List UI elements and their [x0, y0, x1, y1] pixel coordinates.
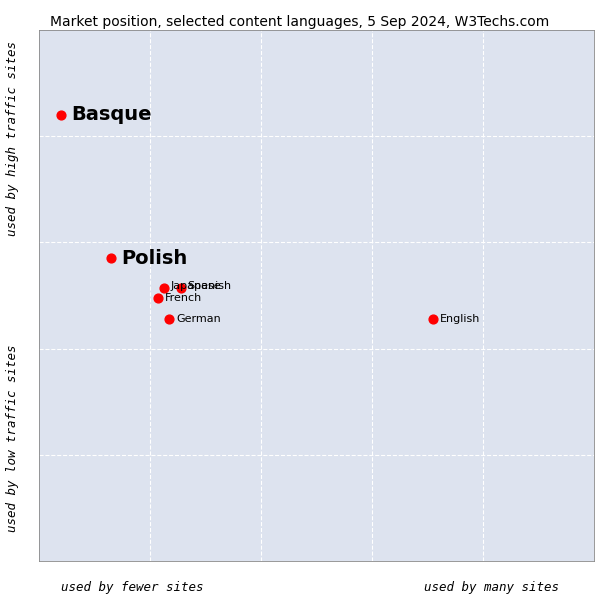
Text: Japanese: Japanese	[170, 281, 221, 291]
Text: Spanish: Spanish	[187, 281, 232, 291]
Text: English: English	[440, 314, 480, 325]
Text: used by high traffic sites: used by high traffic sites	[6, 40, 19, 235]
Text: German: German	[176, 314, 221, 325]
Text: French: French	[165, 293, 202, 303]
Point	[428, 314, 438, 324]
Point	[159, 283, 169, 292]
Point	[106, 254, 116, 263]
Point	[176, 283, 185, 292]
Text: Basque: Basque	[71, 106, 152, 124]
Text: Market position, selected content languages, 5 Sep 2024, W3Techs.com: Market position, selected content langua…	[50, 15, 550, 29]
Point	[154, 293, 163, 303]
Text: used by fewer sites: used by fewer sites	[61, 581, 203, 594]
Text: used by low traffic sites: used by low traffic sites	[6, 344, 19, 532]
Text: used by many sites: used by many sites	[424, 581, 560, 594]
Point	[56, 110, 66, 120]
Text: Polish: Polish	[121, 249, 187, 268]
Point	[164, 314, 174, 324]
